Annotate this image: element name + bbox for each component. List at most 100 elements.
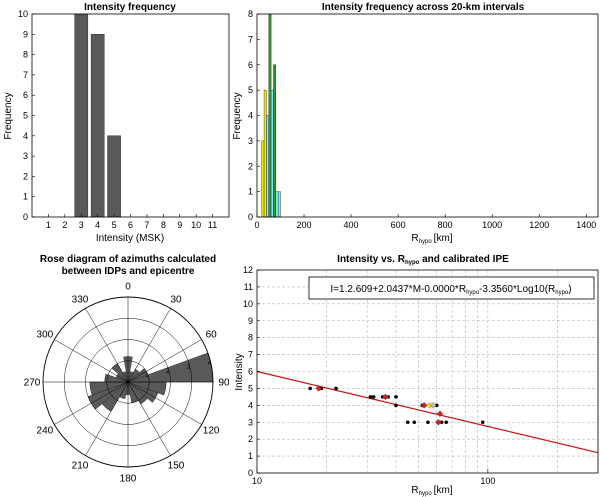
rose-radial-label: 1 <box>145 373 149 379</box>
x-tick-label: 6 <box>128 220 133 230</box>
eq-part2: -3.3560*Log10(R <box>479 284 555 295</box>
x-axis-label: Rhypo [km] <box>411 233 452 245</box>
x-tick-label: 1200 <box>529 220 549 230</box>
rose-angle-label: 300 <box>37 330 54 341</box>
y-tick-label: 6 <box>248 367 253 377</box>
y-tick-label: 8 <box>248 333 253 343</box>
y-tick-label: 0 <box>248 212 253 222</box>
rose-angle-label: 240 <box>37 426 54 437</box>
diamond-point <box>436 410 444 418</box>
y-tick-label: 1 <box>248 187 253 197</box>
y-axis-label: Intensity <box>234 353 245 390</box>
data-point <box>394 395 398 399</box>
y-axis-label: Frequency <box>3 92 14 139</box>
y-tick-label: 7 <box>23 70 28 80</box>
chart-title: Intensity frequency <box>84 2 176 13</box>
x-tick-label: 600 <box>391 220 406 230</box>
data-point <box>308 386 313 391</box>
rose-angle-label: 120 <box>203 426 220 437</box>
diamond-point <box>435 419 442 426</box>
rose-radial-label: 4 <box>208 361 212 367</box>
y-tick-label: 2 <box>248 434 253 444</box>
title-sub: hypo <box>405 260 420 266</box>
bar-intensity-3 <box>74 13 89 218</box>
x-tick-label: 0 <box>254 220 259 230</box>
y-tick-label: 9 <box>23 29 28 39</box>
eq-part1: I=1.2.609+2.0437*M-0.0000*R <box>330 284 466 295</box>
rose-angle-label: 210 <box>72 461 89 472</box>
x-label-main: R <box>411 485 418 496</box>
x-tick-label: 5 <box>112 220 117 230</box>
chart-title: Intensity frequency across 20-km interva… <box>322 2 525 13</box>
bar-interval-70 <box>273 64 277 218</box>
y-tick-label: 1 <box>248 451 253 461</box>
x-axis-label: Rhypo [km] <box>411 485 452 497</box>
eq-part3: ) <box>568 284 571 295</box>
y-tick-label: 10 <box>18 9 28 19</box>
chart-title-line2: between IDPs and epicentre <box>62 266 195 277</box>
x-tick-label: 1400 <box>576 220 596 230</box>
chart-title-line1: Rose diagram of azimuths calculated <box>40 254 216 265</box>
equation-box <box>308 276 595 300</box>
x-label-unit: [km] <box>434 485 453 496</box>
x-tick-label: 8 <box>161 220 166 230</box>
y-tick-label: 11 <box>244 282 253 292</box>
rose-spoke <box>127 339 202 383</box>
bar-interval-30 <box>263 89 267 218</box>
y-tick-label: 2 <box>248 161 253 171</box>
x-tick-label: 1 <box>46 220 51 230</box>
diamond-point <box>315 385 322 392</box>
chart-frequency-intervals: Intensity frequency across 20-km interva… <box>232 2 599 245</box>
y-tick-label: 5 <box>248 85 253 95</box>
bar-interval-50 <box>268 13 272 218</box>
bar-intensity-5 <box>107 135 121 218</box>
chart-intensity-frequency: Intensity frequency 1 2 3 4 5 6 7 8 9 10 11 0 1 2 3 4 5 6… <box>3 2 230 244</box>
x-tick-label: 11 <box>208 220 217 230</box>
data-point <box>434 403 439 408</box>
rose-angle-label: 330 <box>72 294 89 305</box>
data-point <box>368 395 373 399</box>
y-tick-label: 4 <box>23 131 28 141</box>
chart-rose-diagram: Rose diagram of azimuths calculated betw… <box>24 254 230 485</box>
plot-frame <box>31 13 230 218</box>
rose-spoke <box>85 381 129 456</box>
data-point <box>439 420 444 425</box>
rose-radial-label: 3 <box>187 365 191 371</box>
bar-interval-80 <box>275 191 279 218</box>
x-label-sub: hypo <box>419 239 433 245</box>
chart-intensity-vs-distance: Intensity vs. Rhypo and calibrated IPE 1… <box>234 254 599 497</box>
x-tick-label: 10 <box>252 476 262 486</box>
x-tick-label: 7 <box>144 220 149 230</box>
x-axis-label: Intensity (MSK) <box>96 233 164 244</box>
y-tick-label: 2 <box>23 171 28 181</box>
y-tick-label: 1 <box>23 192 28 202</box>
rose-angle-label: 30 <box>170 294 182 305</box>
eq-sub2: hypo <box>555 290 569 296</box>
y-tick-label: 0 <box>23 212 28 222</box>
y-tick-label: 9 <box>248 316 253 326</box>
diamond-point <box>382 393 389 401</box>
title-part1: Intensity vs. R <box>337 254 406 265</box>
x-tick-label: 800 <box>438 220 453 230</box>
rose-spoke <box>54 381 129 425</box>
ipe-line <box>256 370 599 454</box>
x-tick-label: 1000 <box>482 220 502 230</box>
y-tick-label: 8 <box>23 50 28 60</box>
rose-spoke <box>127 381 171 456</box>
rose-angle-label: 90 <box>218 378 230 389</box>
y-tick-label: 3 <box>248 136 253 146</box>
x-tick-label: 10 <box>191 220 201 230</box>
y-tick-label: 3 <box>23 151 28 161</box>
plot-frame <box>256 13 599 218</box>
x-label-main: R <box>411 233 418 244</box>
x-tick-label: 9 <box>177 220 182 230</box>
y-tick-label: 0 <box>248 468 253 478</box>
rose-spoke <box>127 381 202 425</box>
x-tick-label: 4 <box>95 220 100 230</box>
y-axis-label: Frequency <box>232 92 243 139</box>
data-point <box>480 420 485 425</box>
x-tick-label: 2 <box>62 220 67 230</box>
rose-angle-label: 180 <box>120 474 137 485</box>
rose-spoke <box>127 308 171 383</box>
